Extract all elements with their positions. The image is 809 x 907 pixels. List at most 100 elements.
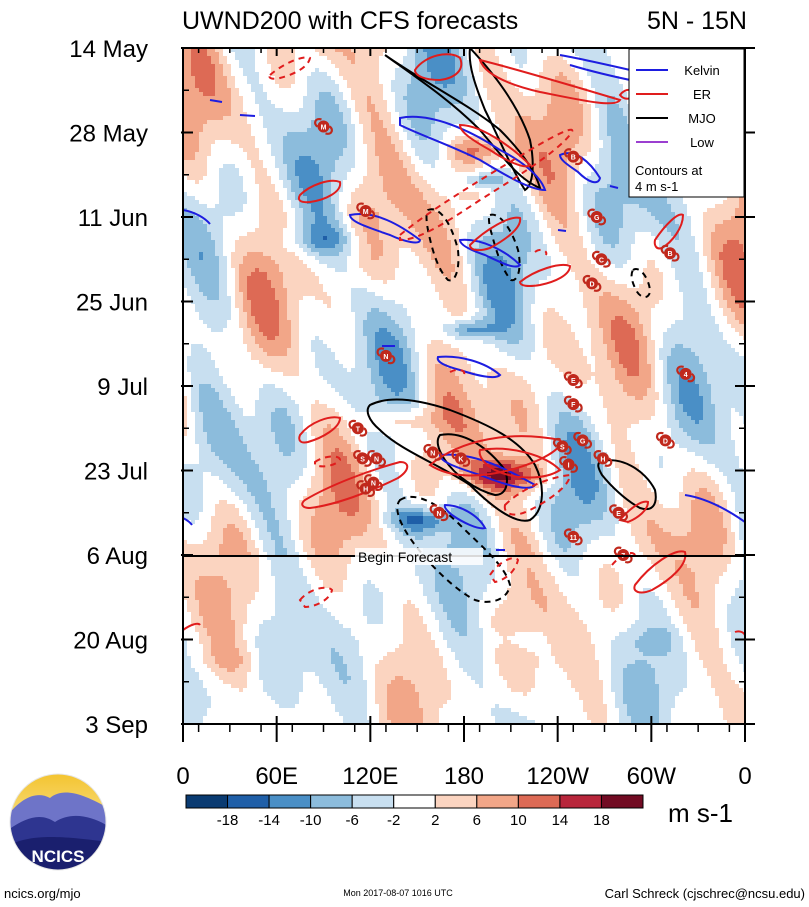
field-cell (327, 100, 331, 104)
field-cell (587, 64, 591, 68)
field-cell (399, 180, 403, 184)
field-cell (435, 148, 439, 152)
field-cell (315, 208, 319, 212)
field-cell (411, 80, 415, 84)
field-cell (335, 100, 339, 104)
field-cell (243, 128, 247, 132)
field-cell (311, 72, 315, 76)
field-cell (611, 148, 615, 152)
field-cell (455, 156, 459, 160)
field-cell (507, 232, 511, 236)
field-cell (719, 208, 723, 212)
field-cell (431, 108, 435, 112)
field-cell (591, 188, 595, 192)
field-cell (319, 232, 323, 236)
field-cell (599, 128, 603, 132)
field-cell (403, 112, 407, 116)
field-cell (487, 48, 491, 52)
field-cell (255, 80, 259, 84)
field-cell (439, 84, 443, 88)
field-cell (411, 76, 415, 80)
field-cell (471, 112, 475, 116)
field-cell (331, 172, 335, 176)
field-cell (519, 136, 523, 140)
field-cell (619, 104, 623, 108)
field-cell (459, 96, 463, 100)
field-cell (483, 216, 487, 220)
field-cell (667, 232, 671, 236)
field-cell (623, 212, 627, 216)
field-cell (623, 164, 627, 168)
field-cell (331, 180, 335, 184)
field-cell (519, 224, 523, 228)
field-cell (191, 108, 195, 112)
field-cell (215, 104, 219, 108)
field-cell (551, 112, 555, 116)
field-cell (599, 116, 603, 120)
field-cell (595, 96, 599, 100)
field-cell (291, 156, 295, 160)
field-cell (323, 96, 327, 100)
field-cell (463, 88, 467, 92)
field-cell (467, 148, 471, 152)
field-cell (711, 232, 715, 236)
field-cell (203, 80, 207, 84)
field-cell (351, 156, 355, 160)
field-cell (571, 224, 575, 228)
field-cell (227, 88, 231, 92)
field-cell (499, 80, 503, 84)
field-cell (447, 224, 451, 228)
field-cell (391, 192, 395, 196)
field-cell (599, 88, 603, 92)
field-cell (207, 48, 211, 52)
field-cell (351, 144, 355, 148)
field-cell (619, 232, 623, 236)
field-cell (275, 224, 279, 228)
field-cell (471, 156, 475, 160)
field-cell (739, 212, 743, 216)
field-cell (359, 68, 363, 72)
field-cell (563, 156, 567, 160)
field-cell (387, 228, 391, 232)
field-cell (603, 104, 607, 108)
field-cell (351, 208, 355, 212)
field-cell (583, 104, 587, 108)
field-cell (251, 76, 255, 80)
field-cell (471, 144, 475, 148)
field-cell (463, 120, 467, 124)
field-cell (371, 204, 375, 208)
field-cell (735, 220, 739, 224)
field-cell (507, 104, 511, 108)
field-cell (379, 164, 383, 168)
field-cell (423, 88, 427, 92)
field-cell (623, 132, 627, 136)
field-cell (607, 188, 611, 192)
field-cell (659, 228, 663, 232)
field-cell (407, 52, 411, 56)
field-cell (547, 128, 551, 132)
field-cell (307, 100, 311, 104)
field-cell (271, 132, 275, 136)
field-cell (515, 204, 519, 208)
field-cell (187, 76, 191, 80)
field-cell (331, 156, 335, 160)
field-cell (495, 92, 499, 96)
field-cell (607, 172, 611, 176)
field-cell (435, 136, 439, 140)
field-cell (275, 124, 279, 128)
field-cell (499, 192, 503, 196)
field-cell (639, 228, 643, 232)
field-cell (479, 172, 483, 176)
field-cell (307, 208, 311, 212)
field-cell (515, 96, 519, 100)
field-cell (603, 52, 607, 56)
field-cell (403, 164, 407, 168)
field-cell (511, 92, 515, 96)
field-cell (547, 192, 551, 196)
field-cell (307, 116, 311, 120)
field-cell (555, 144, 559, 148)
field-cell (331, 204, 335, 208)
field-cell (723, 208, 727, 212)
field-cell (259, 88, 263, 92)
field-cell (415, 140, 419, 144)
